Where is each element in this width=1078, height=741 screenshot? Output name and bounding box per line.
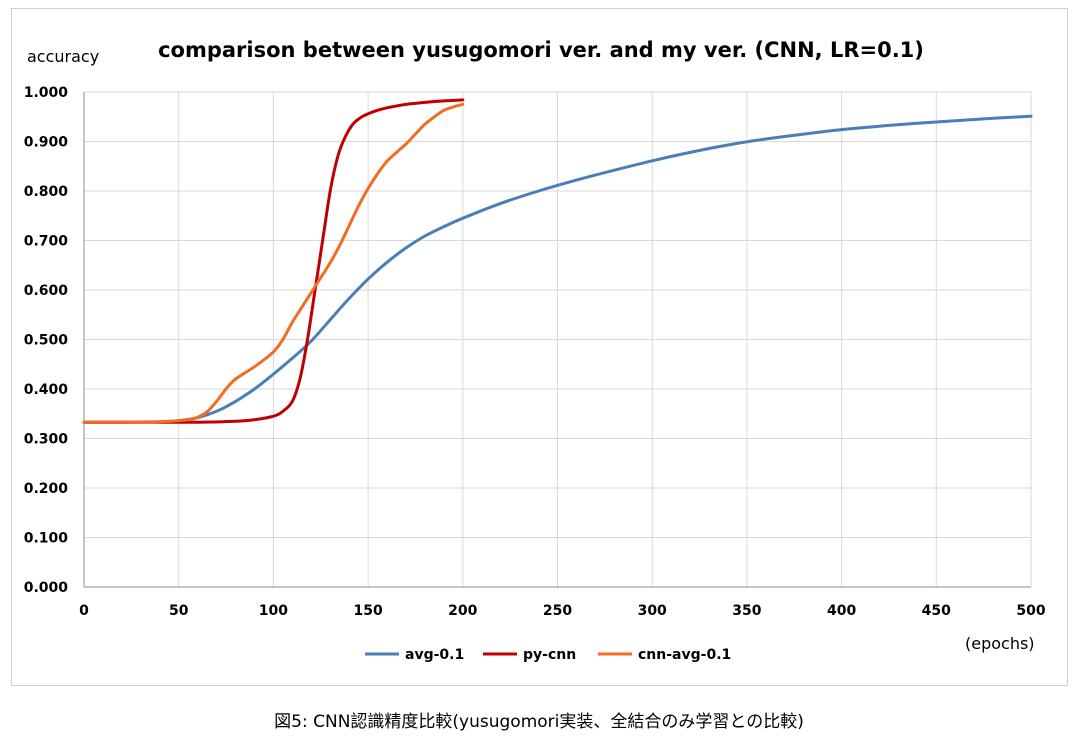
series-line-cnn-avg-0.1 <box>82 102 465 424</box>
y-tick-label: 0.900 <box>24 135 69 151</box>
x-tick-label: 350 <box>732 603 761 619</box>
series-line-py-cnn <box>82 98 465 424</box>
x-tick-label: 450 <box>922 603 951 619</box>
series-line-avg-0.1 <box>82 114 1033 424</box>
y-tick-label: 0.100 <box>24 531 69 547</box>
y-tick-label: 0.200 <box>24 481 69 497</box>
x-axis-label: (epochs) <box>965 634 1035 653</box>
y-tick-label: 1.000 <box>24 85 69 101</box>
chart-title: comparison between yusugomori ver. and m… <box>158 38 924 62</box>
x-tick-label: 150 <box>353 603 382 619</box>
x-tick-label: 250 <box>543 603 572 619</box>
y-tick-label: 0.600 <box>24 283 69 299</box>
axis-layer: 0 50 100 150 200 250 300 350 400 450 500 0.000 0.100… <box>24 85 1046 619</box>
y-tick-label: 0.400 <box>24 382 69 398</box>
x-tick-label: 0 <box>79 603 89 619</box>
y-tick-label: 0.500 <box>24 333 69 349</box>
x-tick-label: 500 <box>1016 603 1045 619</box>
x-tick-label: 50 <box>169 603 189 619</box>
grid-layer <box>83 91 1032 588</box>
x-tick-label: 100 <box>259 603 288 619</box>
x-tick-label: 400 <box>827 603 856 619</box>
chart-svg: comparison between yusugomori ver. and m… <box>24 38 1046 663</box>
y-tick-label: 0.000 <box>24 580 69 596</box>
chart-frame: comparison between yusugomori ver. and m… <box>11 8 1068 686</box>
x-tick-label: 200 <box>448 603 477 619</box>
y-axis-label: accuracy <box>27 47 99 66</box>
y-tick-label: 0.800 <box>24 184 69 200</box>
legend-label: avg-0.1 <box>405 647 464 663</box>
legend-label: cnn-avg-0.1 <box>638 647 731 663</box>
figure-caption: 図5: CNN認識精度比較(yusugomori実装、全結合のみ学習との比較) <box>274 712 804 732</box>
x-tick-label: 300 <box>638 603 667 619</box>
legend: avg-0.1 py-cnn cnn-avg-0.1 <box>365 647 731 663</box>
y-tick-label: 0.700 <box>24 234 69 250</box>
series-layer <box>82 98 1033 424</box>
y-tick-label: 0.300 <box>24 432 69 448</box>
legend-label: py-cnn <box>523 647 576 663</box>
